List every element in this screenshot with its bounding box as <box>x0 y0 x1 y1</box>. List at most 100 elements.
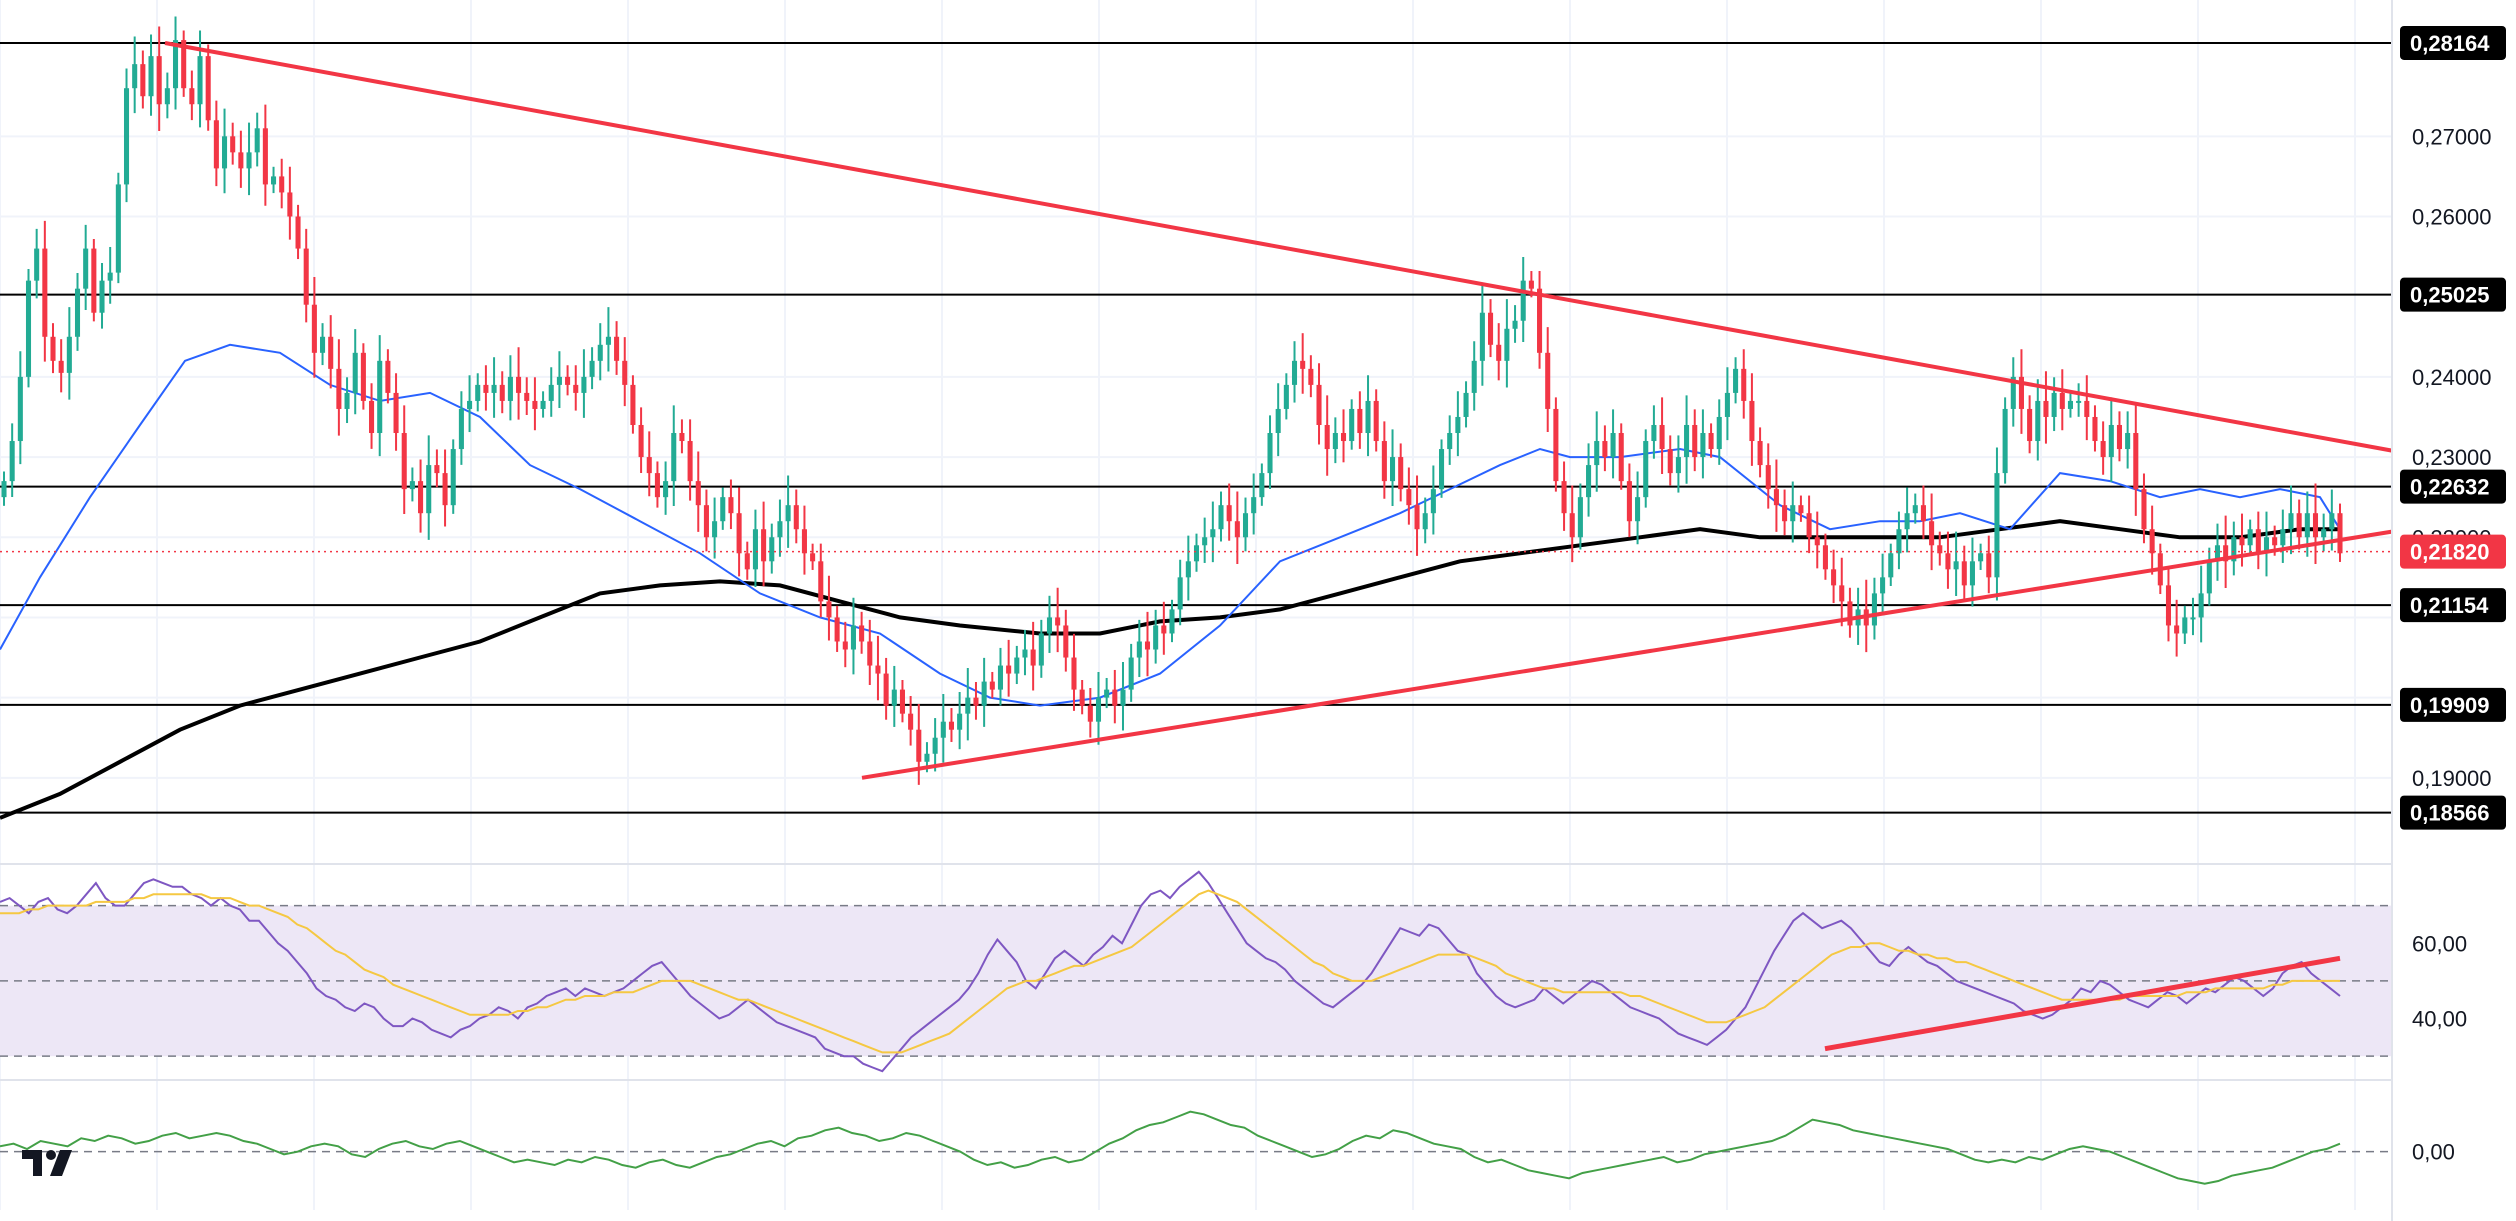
candle-body <box>1275 408 1281 434</box>
candle-body <box>589 360 595 377</box>
candle-body <box>744 553 750 570</box>
candle-body <box>1447 433 1453 450</box>
candle-body <box>875 665 881 674</box>
momentum-line <box>0 1110 2341 1185</box>
candle-body <box>2280 529 2286 546</box>
candle-body <box>2231 537 2237 562</box>
price-tick-label: 0,19000 <box>2412 766 2492 791</box>
candle-body <box>1357 408 1363 434</box>
ema-slow-polyline <box>0 519 2340 820</box>
candle-body <box>728 497 734 514</box>
level-tag-label: 0,19909 <box>2410 693 2490 718</box>
candle-body <box>2312 513 2319 538</box>
candle-body <box>1365 400 1371 434</box>
candle-body <box>418 481 424 514</box>
price-axis: 0,270000,260000,240000,230000,220000,190… <box>2391 0 2506 1221</box>
candle-body <box>205 56 211 121</box>
candle-body <box>1659 424 1665 450</box>
candle-body <box>1733 368 1739 393</box>
candle-body <box>507 376 513 401</box>
rsi-line <box>0 870 2341 1073</box>
candle-body <box>1 481 7 498</box>
candle-body <box>614 336 620 361</box>
candle-body <box>320 336 326 353</box>
candle-body <box>1635 497 1641 522</box>
level-tag <box>2400 795 2506 830</box>
level-tag-label: 0,28164 <box>2410 31 2490 56</box>
candle-body <box>1471 360 1477 393</box>
candle-body <box>850 625 856 650</box>
candle-body <box>1545 352 1551 409</box>
candle-body <box>2206 561 2212 594</box>
candle-body <box>1675 457 1681 474</box>
candle-body <box>1193 545 1200 562</box>
candle-body <box>1014 657 1020 674</box>
candle-body <box>1773 489 1779 506</box>
candle-body <box>450 449 456 506</box>
candle-body <box>687 441 693 482</box>
candle-body <box>1185 561 1191 578</box>
candle-body <box>385 360 391 393</box>
candle-body <box>1618 433 1624 482</box>
candle-body <box>1406 489 1412 506</box>
candle-body <box>859 625 865 642</box>
level-tag <box>2400 687 2506 722</box>
candle-body <box>1349 408 1355 442</box>
candle-body <box>2125 433 2131 450</box>
candle-body <box>499 384 505 401</box>
candle-body <box>17 376 23 442</box>
candle-body <box>573 384 579 393</box>
tradingview-logo-icon[interactable] <box>22 1148 84 1178</box>
candle-body <box>2018 376 2024 409</box>
candle-body <box>695 481 701 506</box>
candle-body <box>1594 441 1600 466</box>
candle-body <box>818 561 824 602</box>
candle-body <box>1398 457 1404 490</box>
last-price-tag <box>2400 534 2506 569</box>
candle-body <box>638 424 644 458</box>
candle-body <box>834 617 840 642</box>
candle-body <box>556 376 562 385</box>
candle-body <box>426 465 432 514</box>
candle-body <box>1512 320 1518 329</box>
candle-body <box>1104 689 1110 698</box>
ema-fast-line <box>0 343 2341 707</box>
candle-body <box>1577 497 1583 538</box>
candle-body <box>336 368 342 409</box>
candle-body <box>1414 505 1420 530</box>
candle-body <box>1095 697 1102 722</box>
candle-body <box>2304 513 2310 538</box>
level-tag <box>2400 277 2506 312</box>
candle-body <box>867 641 873 666</box>
candle-body <box>221 136 228 169</box>
candle-body <box>1259 473 1265 498</box>
candle-body <box>2214 545 2221 562</box>
candle-body <box>1765 465 1771 490</box>
candle-body <box>1667 449 1673 474</box>
level-tag-label: 0,25025 <box>2410 283 2490 308</box>
candle-body <box>2239 537 2245 546</box>
candle-body <box>1136 641 1142 658</box>
candle-body <box>1749 400 1755 442</box>
candle-body <box>891 689 897 706</box>
candle-body <box>752 529 758 570</box>
candle-body <box>9 441 15 482</box>
candle-body <box>1684 424 1690 458</box>
candle-body <box>1561 481 1567 514</box>
candle-body <box>2247 529 2253 546</box>
candle-body <box>483 384 489 393</box>
candle-body <box>1169 609 1175 634</box>
candle-body <box>352 352 358 393</box>
candle-body <box>801 529 807 554</box>
candle-body <box>679 433 685 442</box>
candle-body <box>1422 513 1428 530</box>
candle-body <box>2027 408 2033 442</box>
candle-body <box>311 304 317 353</box>
candle-body <box>1626 481 1632 522</box>
candle-body <box>2296 513 2302 538</box>
candle-body <box>156 56 162 105</box>
candle-body <box>1373 400 1379 442</box>
candle-body <box>2321 529 2327 538</box>
candle-body <box>646 457 652 474</box>
